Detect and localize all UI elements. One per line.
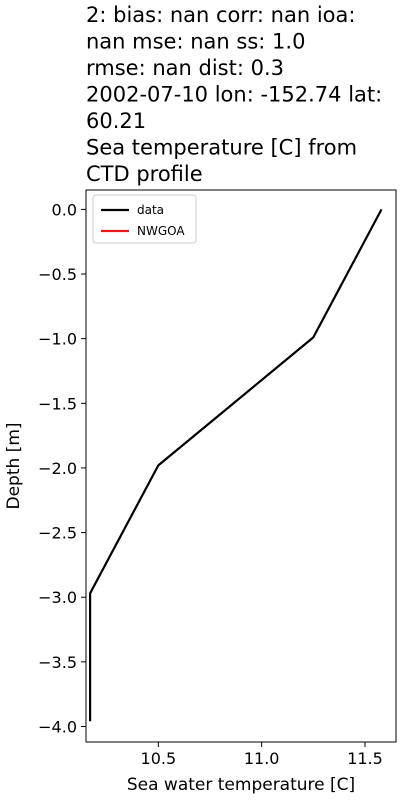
x-axis: 10.5 11.0 11.5 [141, 742, 383, 768]
y-tick-label: −1.5 [38, 394, 77, 413]
y-tick-label: −1.0 [38, 330, 77, 349]
y-tick-label: −2.5 [38, 524, 77, 543]
title-line: rmse: nan dist: 0.3 [86, 56, 284, 80]
legend-label: data [137, 203, 164, 217]
y-tick-label: 0.0 [52, 200, 77, 219]
legend-label: NWGOA [137, 224, 185, 238]
y-tick-label: −0.5 [38, 265, 77, 284]
y-axis-label: Depth [m] [4, 422, 24, 509]
y-tick-label: −2.0 [38, 459, 77, 478]
x-tick-label: 11.0 [244, 749, 280, 768]
series-group [88, 208, 383, 722]
x-axis-label: Sea water temperature [C] [127, 775, 355, 795]
title-line: CTD profile [86, 162, 203, 186]
series-line-data [88, 208, 383, 722]
plot-frame [85, 189, 397, 743]
x-tick-label: 10.5 [141, 749, 177, 768]
x-tick-label: 11.5 [347, 749, 383, 768]
y-axis: 0.0 −0.5 −1.0 −1.5 −2.0 −2.5 −3.0 −3.5 −4.0 [38, 200, 86, 736]
title-line: 2: bias: nan corr: nan ioa: [86, 3, 355, 27]
title-line: 2002-07-10 lon: -152.74 lat: [86, 83, 382, 107]
title-line: Sea temperature [C] from [86, 136, 357, 160]
title-line: 60.21 [86, 109, 146, 133]
y-tick-label: −3.5 [38, 653, 77, 672]
legend: data NWGOA [92, 194, 197, 244]
chart-title: 2: bias: nan corr: nan ioa: nan mse: nan … [86, 3, 382, 186]
title-line: nan mse: nan ss: 1.0 [86, 30, 305, 54]
y-tick-label: −4.0 [38, 717, 77, 736]
y-tick-label: −3.0 [38, 588, 77, 607]
